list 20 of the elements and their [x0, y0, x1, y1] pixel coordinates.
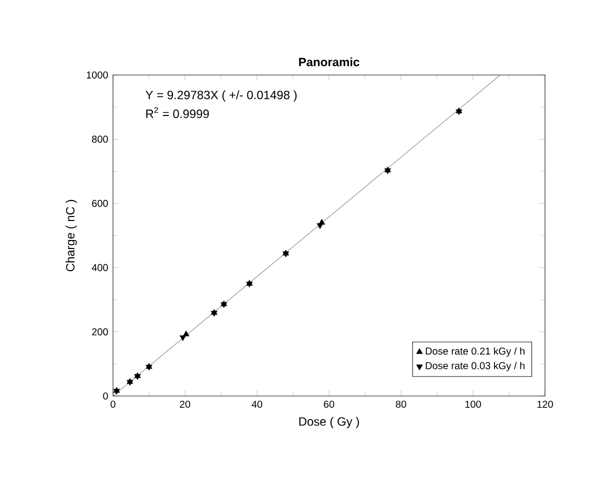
x-axis-title: Dose ( Gy )	[299, 416, 359, 428]
annotation: Y = 9.29783X ( +/- 0.01498 )	[146, 90, 297, 102]
y-axis-title: Charge ( nC )	[66, 200, 77, 272]
y-tick-label: 400	[92, 264, 108, 272]
x-tick-label: 0	[110, 400, 116, 408]
chart-title: Panoramic	[299, 57, 360, 66]
x-tick-label: 60	[324, 400, 334, 408]
y-tick-label: 0	[103, 392, 108, 400]
legend-label: Dose rate 0.03 kGy / h	[426, 362, 524, 372]
annotation: R$^{2}$ = 0.9999	[146, 107, 209, 118]
y-tick-label: 200	[92, 328, 108, 336]
x-tick-label: 40	[252, 400, 262, 408]
y-tick-label: 800	[92, 136, 108, 143]
y-tick-label: 600	[92, 200, 108, 207]
x-tick-label: 80	[396, 400, 406, 408]
legend-label: Dose rate 0.21 kGy / h	[426, 347, 524, 357]
y-tick-label: 1000	[86, 71, 108, 79]
x-tick-label: 120	[537, 400, 553, 408]
x-tick-label: 100	[465, 400, 481, 408]
x-tick-label: 20	[180, 400, 190, 408]
